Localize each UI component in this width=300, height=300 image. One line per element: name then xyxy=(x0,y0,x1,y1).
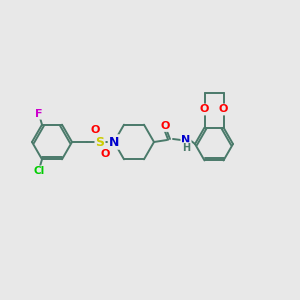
Text: S: S xyxy=(95,136,104,148)
Text: Cl: Cl xyxy=(33,166,45,176)
Text: O: O xyxy=(219,104,228,115)
Text: N: N xyxy=(182,135,190,145)
Text: O: O xyxy=(200,104,209,115)
Text: F: F xyxy=(35,109,43,119)
Text: N: N xyxy=(109,136,119,148)
Text: H: H xyxy=(182,143,190,153)
Text: O: O xyxy=(100,149,110,159)
Text: N: N xyxy=(109,136,119,148)
Text: O: O xyxy=(90,125,100,135)
Text: O: O xyxy=(160,121,170,131)
